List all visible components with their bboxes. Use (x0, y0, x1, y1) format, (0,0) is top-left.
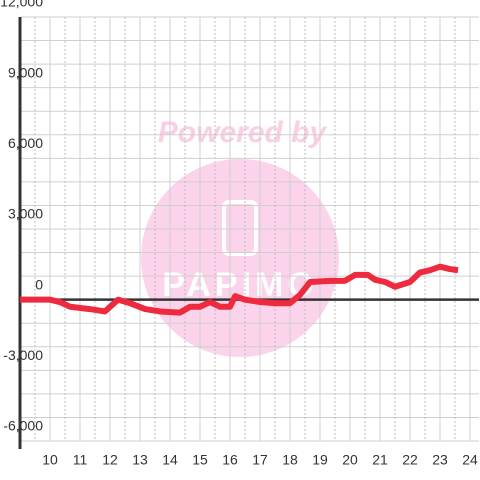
grid: -6,000 -3,000 0 3,000 6,000 9,000 12,000 10 11 12… (0, 0, 479, 468)
x-tick-label: 22 (402, 452, 418, 468)
x-tick-label: 24 (462, 452, 478, 468)
x-tick-label: 20 (342, 452, 358, 468)
watermark-top: Powered by (158, 116, 328, 149)
y-tick-label: 6,000 (8, 135, 43, 151)
watermark-circle (141, 159, 339, 357)
x-tick-label: 13 (132, 452, 148, 468)
x-tick-label: 23 (432, 452, 448, 468)
x-tick-label: 19 (312, 452, 328, 468)
watermark-icon (222, 200, 258, 256)
y-tick-label: 0 (35, 276, 43, 292)
x-tick-label: 18 (282, 452, 298, 468)
x-tick-label: 15 (192, 452, 208, 468)
y-tick-label: 12,000 (0, 0, 43, 10)
x-tick-label: 17 (252, 452, 268, 468)
x-tick-label: 12 (102, 452, 118, 468)
x-tick-label: 10 (42, 452, 58, 468)
data-line (20, 263, 459, 316)
y-tick-label: -6,000 (3, 418, 43, 434)
watermark: Powered by PAPIMO (141, 116, 339, 357)
x-tick-label: 21 (372, 452, 388, 468)
y-tick-label: 3,000 (8, 206, 43, 222)
x-tick-label: 11 (73, 452, 88, 468)
y-tick-label: 9,000 (8, 64, 43, 80)
x-tick-label: 16 (222, 452, 238, 468)
x-tick-label: 14 (162, 452, 178, 468)
y-tick-label: -3,000 (3, 347, 43, 363)
plot (20, 263, 459, 316)
